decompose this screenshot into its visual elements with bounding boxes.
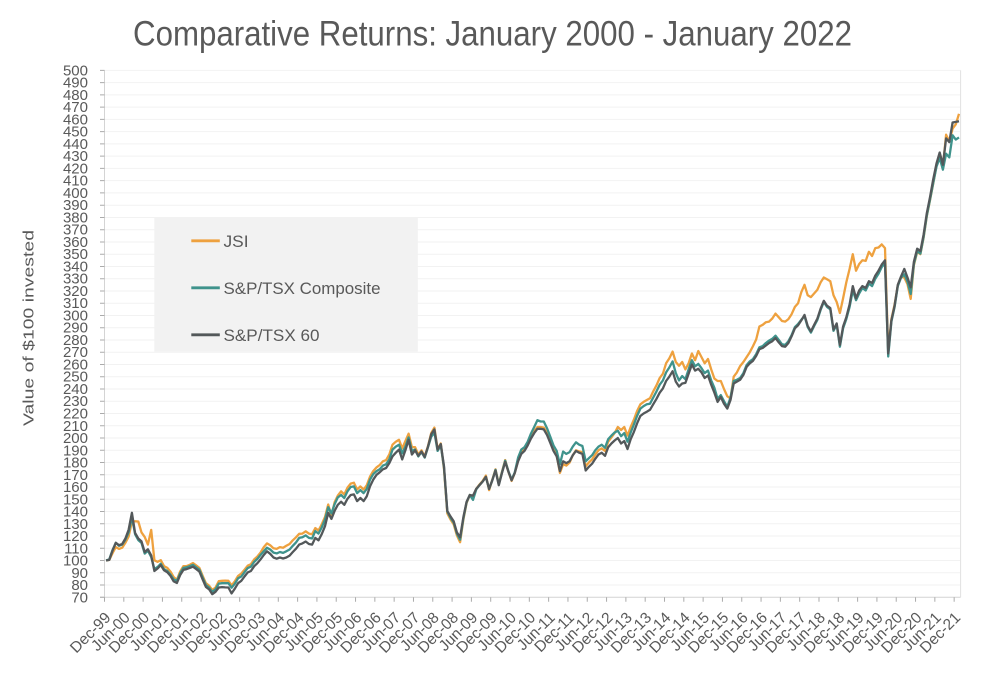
svg-text:490: 490 [63, 75, 88, 92]
svg-text:320: 320 [63, 283, 88, 300]
svg-text:330: 330 [63, 271, 88, 288]
svg-text:Value of $100 invested: Value of $100 invested [21, 230, 38, 426]
svg-text:500: 500 [63, 62, 88, 79]
svg-text:120: 120 [63, 528, 88, 545]
svg-text:410: 410 [63, 173, 88, 190]
svg-text:S&P/TSX Composite: S&P/TSX Composite [224, 279, 381, 298]
svg-text:300: 300 [63, 308, 88, 325]
svg-text:420: 420 [63, 160, 88, 177]
svg-text:290: 290 [63, 320, 88, 337]
svg-text:210: 210 [63, 418, 88, 435]
svg-text:230: 230 [63, 393, 88, 410]
svg-text:130: 130 [63, 516, 88, 533]
svg-text:S&P/TSX 60: S&P/TSX 60 [224, 326, 320, 345]
svg-text:80: 80 [71, 577, 88, 594]
svg-text:150: 150 [63, 491, 88, 508]
svg-text:190: 190 [63, 442, 88, 459]
svg-text:100: 100 [63, 553, 88, 570]
svg-text:220: 220 [63, 406, 88, 423]
svg-text:440: 440 [63, 136, 88, 153]
svg-text:450: 450 [63, 124, 88, 141]
svg-text:Comparative Returns: January 2: Comparative Returns: January 2000 - Janu… [133, 15, 852, 54]
svg-text:200: 200 [63, 430, 88, 447]
svg-text:250: 250 [63, 369, 88, 386]
svg-text:380: 380 [63, 209, 88, 226]
svg-text:480: 480 [63, 87, 88, 104]
svg-text:170: 170 [63, 467, 88, 484]
svg-text:90: 90 [71, 565, 88, 582]
svg-text:160: 160 [63, 479, 88, 496]
svg-text:70: 70 [71, 589, 88, 606]
svg-text:400: 400 [63, 185, 88, 202]
svg-text:240: 240 [63, 381, 88, 398]
svg-text:310: 310 [63, 295, 88, 312]
svg-text:270: 270 [63, 344, 88, 361]
svg-text:180: 180 [63, 455, 88, 472]
svg-text:260: 260 [63, 357, 88, 374]
svg-text:110: 110 [64, 540, 88, 557]
svg-text:280: 280 [63, 332, 88, 349]
svg-text:350: 350 [63, 246, 88, 263]
svg-text:140: 140 [63, 504, 88, 521]
svg-text:460: 460 [63, 111, 88, 128]
svg-text:470: 470 [63, 99, 88, 116]
svg-text:JSI: JSI [224, 232, 249, 251]
svg-text:390: 390 [63, 197, 88, 214]
svg-text:430: 430 [63, 148, 88, 165]
svg-text:370: 370 [63, 222, 88, 239]
svg-text:360: 360 [63, 234, 88, 251]
svg-text:340: 340 [63, 259, 88, 276]
